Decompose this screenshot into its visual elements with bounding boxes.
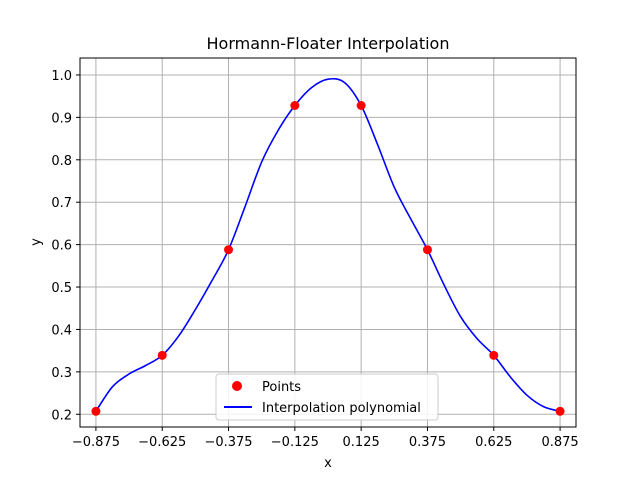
data-point (489, 350, 499, 360)
x-axis-label: x (324, 456, 332, 471)
interpolation-curve (95, 77, 561, 413)
legend-polynomial-label: Interpolation polynomial (262, 401, 421, 416)
x-tick-label: −0.625 (138, 435, 186, 450)
x-tick-label: −0.875 (72, 435, 120, 450)
data-point (290, 101, 300, 111)
plot-area (95, 77, 561, 413)
y-tick-label: 0.2 (51, 408, 72, 423)
y-tick-label: 0.3 (51, 366, 72, 381)
legend: Points Interpolation polynomial (215, 373, 439, 421)
data-point (91, 406, 101, 416)
chart-title: Hormann-Floater Interpolation (207, 34, 450, 53)
data-point (157, 350, 167, 360)
y-tick-label: 0.5 (51, 281, 72, 296)
legend-frame (215, 373, 439, 421)
y-tick-label: 0.8 (51, 154, 72, 169)
data-point (422, 245, 432, 255)
y-tick-label: 0.6 (51, 239, 72, 254)
grid-lines (80, 58, 576, 427)
points-layer (91, 101, 565, 416)
y-tick-label: 1.0 (51, 69, 72, 84)
data-point (356, 101, 366, 111)
legend-points-label: Points (262, 380, 301, 395)
x-tick-label: −0.125 (271, 435, 319, 450)
data-point (224, 245, 234, 255)
data-point (555, 406, 565, 416)
y-tick-label: 0.9 (51, 111, 72, 126)
x-tick-label: 0.375 (409, 435, 446, 450)
legend-points-marker (232, 381, 242, 391)
x-tick-label: 0.625 (475, 435, 512, 450)
x-tick-label: −0.375 (204, 435, 252, 450)
plot-frame (79, 57, 577, 428)
x-tick-label: 0.125 (343, 435, 380, 450)
y-tick-label: 0.7 (51, 196, 72, 211)
y-axis-label: y (29, 238, 44, 246)
axis-ticks: −0.875 −0.625 −0.375 −0.125 0.125 0.375 0.625 0… (51, 69, 578, 450)
x-tick-label: 0.875 (541, 435, 578, 450)
y-tick-label: 0.4 (51, 323, 72, 338)
